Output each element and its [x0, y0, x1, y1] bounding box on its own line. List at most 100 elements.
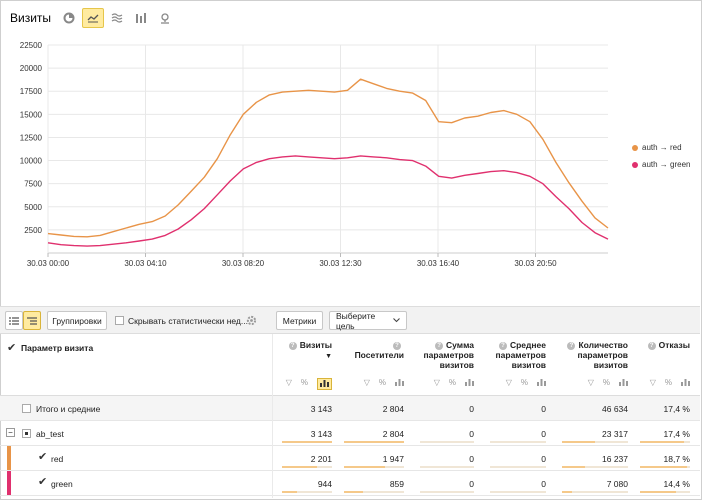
bar-chart-toggle-icon[interactable]	[537, 378, 546, 388]
share-bar	[344, 441, 404, 443]
table-cell: 0	[469, 479, 474, 489]
share-bar	[562, 441, 595, 443]
x-tick-label: 30.03 16:40	[417, 259, 460, 268]
legend-item-red[interactable]: auth → red	[632, 143, 682, 152]
table-cell: 944	[317, 479, 332, 489]
table-header: ✔ Параметр визита ? Визиты ▼ ?Посетители …	[0, 334, 700, 396]
column-filters: ▽%	[562, 378, 628, 388]
row-label: Итого и средние	[36, 404, 101, 414]
column-header-visits[interactable]: ? Визиты ▼	[282, 340, 332, 362]
share-bar	[562, 466, 585, 468]
line-chart-view-button[interactable]	[82, 8, 104, 28]
filter-funnel-icon[interactable]: ▽	[433, 378, 440, 387]
share-bar-track	[420, 441, 474, 443]
groupings-button[interactable]: Группировки	[47, 311, 107, 330]
share-bar	[640, 441, 684, 443]
share-bar	[344, 491, 363, 493]
goal-select-label: Выберите цель	[336, 310, 376, 331]
help-icon: ?	[567, 342, 576, 350]
row-checkbox-partial[interactable]	[22, 429, 31, 438]
column-header-params-avg[interactable]: ? Среднее параметров визитов	[495, 340, 546, 370]
column-header-visitors[interactable]: ?Посетители	[354, 342, 404, 360]
column-filters: ▽%	[282, 378, 332, 390]
hide-insignificant-label: Скрывать статистически нед...	[128, 316, 248, 326]
filter-funnel-icon[interactable]: ▽	[649, 378, 656, 387]
percent-toggle[interactable]: %	[664, 378, 672, 387]
x-tick-label: 30.03 08:20	[222, 259, 265, 268]
table-row[interactable]: − ab_test 3 143 2 804 0 0 23 317 17,4 %	[0, 421, 700, 446]
table-cell: 46 634	[602, 404, 628, 414]
column-filters: ▽%	[420, 378, 474, 388]
table-row[interactable]: ✔ red 2 201 1 947 0 0 16 237 18,7 %	[0, 446, 700, 471]
series-color-marker	[7, 471, 11, 495]
table-cell: 3 143	[310, 429, 332, 439]
share-bar-track	[562, 491, 628, 493]
column-filters: ▽%	[490, 378, 546, 388]
percent-toggle[interactable]: %	[448, 378, 456, 387]
table-cell: 18,7 %	[663, 454, 690, 464]
area-chart-view-button[interactable]	[106, 8, 128, 28]
percent-toggle[interactable]: %	[602, 378, 610, 387]
pie-chart-view-button[interactable]	[58, 8, 80, 28]
bar-chart-icon	[136, 13, 146, 23]
column-header-params-sum[interactable]: ? Сумма параметров визитов	[423, 340, 474, 370]
table-cell: 2 804	[382, 404, 404, 414]
dimension-check-icon[interactable]: ✔	[7, 342, 17, 354]
share-bar-track	[562, 441, 628, 443]
percent-toggle[interactable]: %	[300, 378, 308, 387]
table-cell: 859	[389, 479, 404, 489]
table-cell: 0	[469, 429, 474, 439]
tree-view-button[interactable]	[23, 311, 41, 330]
bar-chart-view-button[interactable]	[130, 8, 152, 28]
visits-line-chart: 2500 5000 7500 10000 12500 15000 17500 20000 225…	[20, 41, 609, 268]
bar-chart-toggle-icon[interactable]	[395, 378, 404, 388]
bar-chart-toggle-icon[interactable]	[681, 378, 690, 388]
column-header-params-count[interactable]: ? Количество параметров визитов	[562, 340, 628, 370]
collapse-icon[interactable]: −	[6, 428, 15, 437]
percent-toggle[interactable]: %	[520, 378, 528, 387]
table-cell: 3 143	[310, 404, 332, 414]
table-row[interactable]: ✔ green 944 859 0 0 7 080 14,4 %	[0, 471, 700, 496]
bar-chart-toggle-icon[interactable]	[317, 378, 332, 390]
x-tick-label: 30.03 04:10	[124, 259, 167, 268]
totals-row[interactable]: Итого и средние 3 143 2 804 0 0 46 634 17,4 %	[0, 396, 700, 421]
bar-chart-toggle-icon[interactable]	[619, 378, 628, 388]
filter-funnel-icon[interactable]: ▽	[285, 378, 292, 387]
metrics-button[interactable]: Метрики	[276, 311, 323, 330]
hide-insignificant-checkbox[interactable]	[115, 316, 124, 325]
y-tick-label: 5000	[24, 203, 42, 212]
legend-item-green[interactable]: auth → green	[632, 160, 690, 169]
row-checkbox[interactable]	[22, 404, 31, 413]
dimension-header[interactable]: Параметр визита	[21, 343, 94, 353]
map-view-button[interactable]	[154, 8, 176, 28]
table-cell: 23 317	[602, 429, 628, 439]
x-tick-label: 30.03 12:30	[319, 259, 362, 268]
filter-funnel-icon[interactable]: ▽	[363, 378, 370, 387]
table-cell: 0	[541, 404, 546, 414]
y-tick-label: 15000	[20, 110, 43, 119]
share-bar	[640, 491, 676, 493]
goal-select[interactable]: Выберите цель	[329, 310, 407, 331]
pie-icon	[63, 12, 75, 24]
filter-funnel-icon[interactable]: ▽	[587, 378, 594, 387]
table-cell: 0	[469, 404, 474, 414]
row-label: red	[51, 454, 64, 464]
column-header-bounces[interactable]: ? Отказы	[640, 340, 690, 350]
y-tick-label: 12500	[20, 133, 43, 142]
share-bar	[282, 466, 317, 468]
table-toolbar: Группировки Скрывать статистически нед..…	[0, 306, 700, 334]
gear-icon[interactable]	[246, 315, 257, 326]
row-check-icon[interactable]: ✔	[38, 451, 48, 463]
flat-view-button[interactable]	[5, 311, 23, 330]
share-bar-track	[562, 466, 628, 468]
percent-toggle[interactable]: %	[378, 378, 386, 387]
legend-label: auth → red	[642, 143, 682, 152]
row-check-icon[interactable]: ✔	[38, 476, 48, 488]
filter-funnel-icon[interactable]: ▽	[505, 378, 512, 387]
bar-chart-toggle-icon[interactable]	[465, 378, 474, 388]
y-tick-label: 17500	[20, 87, 43, 96]
legend-label: auth → green	[642, 160, 691, 169]
share-bar-track	[490, 491, 546, 493]
share-bar	[344, 466, 385, 468]
chevron-down-icon	[393, 318, 400, 323]
